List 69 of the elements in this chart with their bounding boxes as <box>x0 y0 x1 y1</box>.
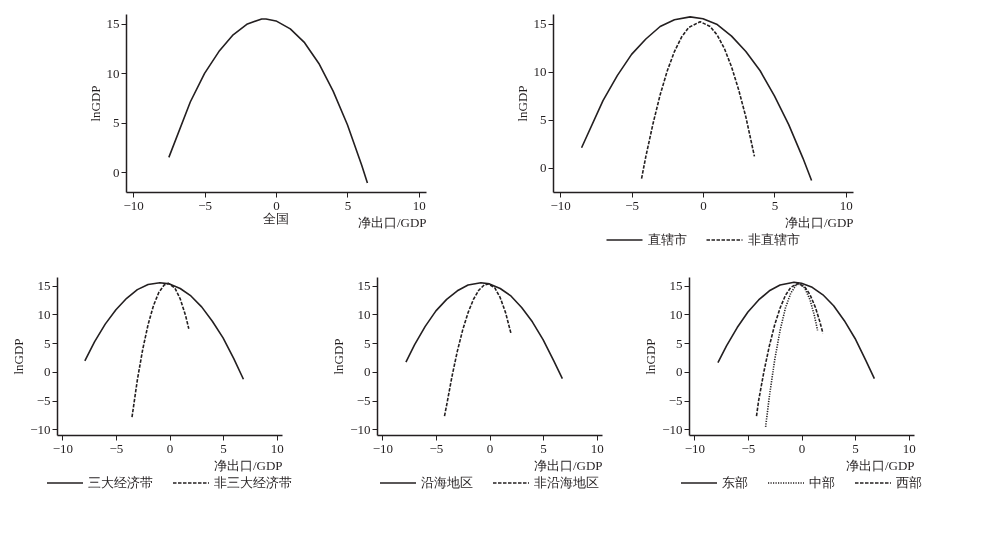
x-tick-label: 5 <box>344 197 352 213</box>
y-tick-label: 0 <box>113 164 120 180</box>
y-axis-title: lnGDP <box>331 338 347 375</box>
y-tick-label: 0 <box>676 364 683 380</box>
x-tick-label: 10 <box>590 440 604 456</box>
line-series <box>580 16 813 182</box>
y-tick-label: 0 <box>364 364 371 380</box>
x-tick-label: −5 <box>741 440 756 456</box>
x-tick-label: 0 <box>166 440 174 456</box>
y-tick-label: 10 <box>533 64 547 80</box>
y-axis-title: lnGDP <box>87 85 103 122</box>
legend-label: 非直辖市 <box>747 232 800 247</box>
y-tick-label: −10 <box>30 421 51 437</box>
x-axis-title: 净出口/GDP <box>213 457 283 473</box>
x-axis-title: 净出口/GDP <box>845 457 915 473</box>
x-tick-label: 5 <box>220 440 227 456</box>
line-series <box>640 20 756 180</box>
y-tick-label: 5 <box>364 335 371 351</box>
x-tick-label: −5 <box>429 440 444 456</box>
y-tick-label: 5 <box>676 335 683 351</box>
y-tick-label: 15 <box>357 278 371 294</box>
x-tick-label: 0 <box>273 197 280 213</box>
y-tick-label: 15 <box>669 278 683 294</box>
x-tick-label: −10 <box>123 197 144 213</box>
y-tick-label: 0 <box>44 364 51 380</box>
x-tick-label: −5 <box>198 197 212 213</box>
y-tick-label: −5 <box>36 393 51 409</box>
legend-label: 三大经济带 <box>88 475 153 490</box>
y-tick-label: −10 <box>350 421 371 437</box>
x-tick-label: 0 <box>700 197 707 213</box>
line-series <box>168 18 369 184</box>
legend-label: 沿海地区 <box>421 475 473 490</box>
y-tick-label: −10 <box>662 421 683 437</box>
y-tick-label: 10 <box>37 306 51 322</box>
x-axis-title: 净出口/GDP <box>357 214 427 230</box>
text: 全国 <box>263 211 289 226</box>
y-tick-label: 10 <box>106 65 120 81</box>
legend-label: 非三大经济带 <box>214 475 292 490</box>
y-tick-label: −5 <box>668 393 683 409</box>
y-tick-label: 5 <box>540 112 547 128</box>
x-tick-label: −5 <box>625 197 639 213</box>
y-tick-label: 5 <box>44 335 51 351</box>
x-tick-label: 0 <box>798 440 806 456</box>
x-tick-label: 10 <box>902 440 916 456</box>
x-tick-label: 10 <box>839 197 853 213</box>
y-tick-label: 5 <box>113 115 120 131</box>
legend-label: 非沿海地区 <box>534 475 599 490</box>
x-tick-label: 10 <box>412 197 426 213</box>
y-tick-label: 15 <box>533 16 547 32</box>
legend-label: 中部 <box>809 475 835 490</box>
y-tick-label: 10 <box>669 306 683 322</box>
y-tick-label: 15 <box>37 278 51 294</box>
x-tick-label: 5 <box>771 197 779 213</box>
x-axis-title: 净出口/GDP <box>533 457 603 473</box>
x-axis-title: 净出口/GDP <box>784 214 854 230</box>
x-tick-label: 0 <box>486 440 494 456</box>
x-tick-label: 5 <box>852 440 859 456</box>
y-tick-label: −5 <box>356 393 371 409</box>
y-tick-label: 15 <box>106 16 120 32</box>
y-axis-title: lnGDP <box>11 338 27 375</box>
y-tick-label: 10 <box>357 306 371 322</box>
legend-label: 直辖市 <box>647 232 687 247</box>
y-tick-label: 0 <box>540 160 547 176</box>
y-axis-title: lnGDP <box>643 338 659 375</box>
legend-label: 东部 <box>722 475 748 490</box>
x-tick-label: −10 <box>550 197 571 213</box>
y-axis-title: lnGDP <box>514 85 530 122</box>
x-tick-label: 10 <box>270 440 284 456</box>
legend-label: 西部 <box>896 475 922 490</box>
